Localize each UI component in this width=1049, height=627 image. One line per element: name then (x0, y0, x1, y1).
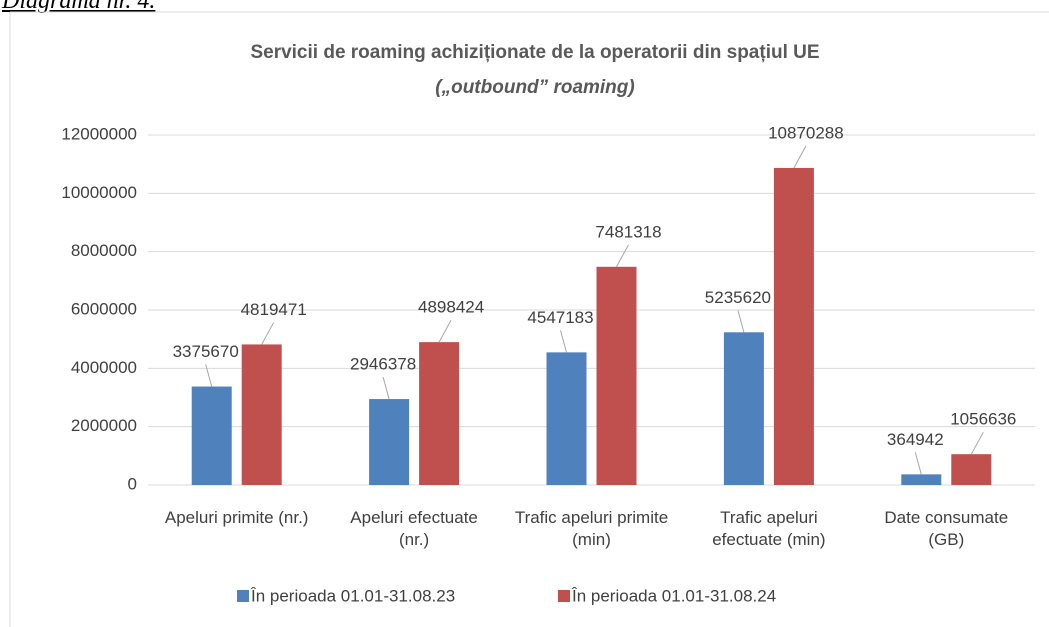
x-tick-label: Trafic apeluri efectuate (min) (712, 508, 826, 549)
leader-line (382, 376, 390, 400)
leader-line (970, 431, 984, 455)
x-tick-label: Trafic apeluri primite (min) (514, 508, 669, 549)
y-tick-label: 0 (128, 474, 137, 493)
leader-line (560, 330, 567, 353)
bar (369, 399, 410, 485)
x-tick-label: Date consumate (GB) (884, 508, 1009, 549)
bar (241, 344, 282, 485)
data-label: 5235620 (705, 288, 771, 307)
bar (596, 266, 637, 485)
bar (773, 167, 814, 485)
bar (191, 386, 232, 485)
bar (901, 474, 942, 485)
bar (546, 352, 587, 485)
data-label: 4898424 (418, 298, 484, 317)
y-tick-label: 10000000 (61, 183, 137, 202)
leader-line (438, 319, 452, 343)
chart-subtitle: („outbound” roaming) (435, 77, 634, 98)
legend-label: În perioada 01.01-31.08.23 (250, 586, 455, 605)
y-tick-label: 2000000 (71, 416, 137, 435)
data-label: 7481318 (595, 222, 661, 241)
bar (723, 332, 764, 485)
y-tick-label: 4000000 (71, 358, 137, 377)
data-label: 10870288 (768, 123, 844, 142)
caption: Diagrama nr. 4. (2, 0, 156, 14)
data-label: 3375670 (173, 342, 239, 361)
data-label: 364942 (887, 430, 944, 449)
x-tick-label: Apeluri primite (nr.) (164, 508, 309, 527)
data-label: 4547183 (527, 308, 593, 327)
x-tick-label: Apeluri efectuate (nr.) (350, 508, 478, 549)
leader-line (914, 452, 922, 475)
y-tick-label: 6000000 (71, 299, 137, 318)
chart-title: Servicii de roaming achiziționate de la … (250, 42, 819, 63)
data-label: 4819471 (241, 300, 307, 319)
legend-label: În perioada 01.01-31.08.24 (571, 586, 776, 605)
bar (951, 454, 992, 485)
bar (419, 342, 460, 485)
leader-line (737, 310, 745, 333)
legend-swatch (558, 590, 570, 602)
data-label: 1056636 (950, 410, 1016, 429)
leader-line (261, 322, 275, 345)
leader-line (793, 145, 807, 169)
legend-swatch (237, 590, 249, 602)
leader-line (205, 364, 213, 387)
y-tick-label: 12000000 (61, 124, 137, 143)
leader-line (616, 244, 629, 268)
y-tick-label: 8000000 (71, 241, 137, 260)
data-label: 2946378 (350, 355, 416, 374)
